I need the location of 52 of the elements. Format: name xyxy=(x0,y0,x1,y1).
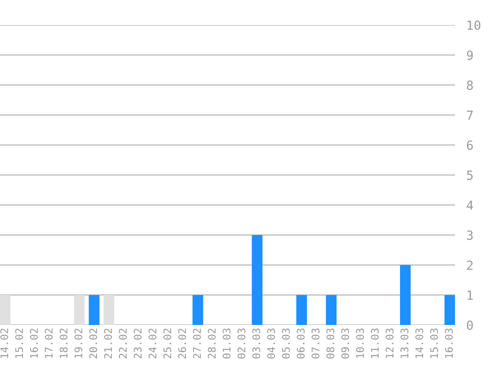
x-tick-label: 14.03 xyxy=(415,328,424,358)
x-tick-label: 17.02 xyxy=(44,328,53,358)
y-tick-label: 3 xyxy=(466,230,473,240)
x-tick-label: 08.03 xyxy=(326,328,334,358)
bar xyxy=(296,295,307,325)
x-tick-label: 20.02 xyxy=(89,328,98,358)
x-tick-label: 26.02 xyxy=(178,328,186,358)
bar xyxy=(192,295,204,325)
y-tick-label: 9 xyxy=(466,50,473,60)
bar xyxy=(104,295,114,325)
y-tick-label: 5 xyxy=(466,170,473,180)
x-tick-label: 04.03 xyxy=(267,328,276,358)
x-tick-label: 23.02 xyxy=(134,328,142,358)
y-tick-label: 1 xyxy=(468,290,473,300)
bar xyxy=(252,235,262,325)
bar xyxy=(444,295,455,325)
x-tick-label: 07.03 xyxy=(312,328,320,358)
x-tick-label: 18.02 xyxy=(60,328,68,358)
x-tick-label: 12.03 xyxy=(386,328,394,358)
x-tick-label: 02.03 xyxy=(237,328,246,358)
x-tick-label: 15.02 xyxy=(15,328,24,358)
x-tick-label: 10.03 xyxy=(356,328,364,358)
y-tick-label: 8 xyxy=(466,80,473,90)
x-tick-label: 14.02 xyxy=(0,328,8,358)
x-tick-label: 13.03 xyxy=(400,328,408,358)
bar xyxy=(88,295,100,325)
x-tick-label: 06.03 xyxy=(296,328,305,358)
y-tick-label: 0 xyxy=(466,320,473,330)
y-tick-label: 4 xyxy=(466,200,474,210)
bar xyxy=(74,295,85,325)
bar xyxy=(326,295,337,325)
bar xyxy=(400,265,411,325)
x-tick-label: 25.02 xyxy=(163,328,172,358)
x-tick-label: 27.02 xyxy=(193,328,201,358)
x-tick-label: 03.03 xyxy=(252,328,260,358)
x-tick-label: 16.02 xyxy=(30,328,38,358)
y-tick-label: 10 xyxy=(468,20,480,30)
x-tick-label: 28.02 xyxy=(208,328,216,358)
x-tick-label: 22.02 xyxy=(118,328,127,358)
x-tick-label: 01.03 xyxy=(222,328,231,358)
x-tick-label: 09.03 xyxy=(341,328,350,358)
x-tick-label: 24.02 xyxy=(148,328,156,358)
bar xyxy=(0,295,11,325)
x-tick-label: 19.02 xyxy=(74,328,82,358)
x-tick-label: 15.03 xyxy=(430,328,438,358)
x-tick-label: 16.03 xyxy=(444,328,453,358)
y-tick-label: 7 xyxy=(466,110,473,120)
x-tick-label: 11.03 xyxy=(370,328,379,358)
y-tick-label: 2 xyxy=(467,260,473,270)
x-tick-label: 21.02 xyxy=(104,328,112,358)
y-tick-label: 6 xyxy=(466,140,473,150)
x-tick-label: 05.03 xyxy=(282,328,290,358)
